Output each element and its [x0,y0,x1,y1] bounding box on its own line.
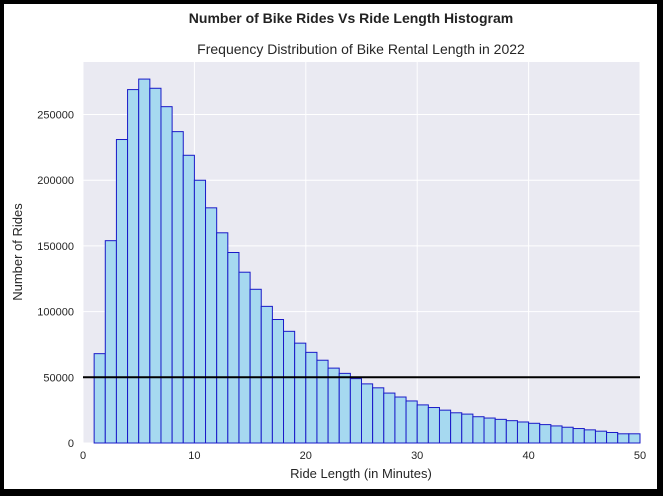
histogram-bar [372,387,385,444]
histogram-bar [271,319,285,444]
x-axis-label: Ride Length (in Minutes) [290,466,432,481]
histogram-bar [249,288,262,444]
histogram-bar [516,421,530,444]
histogram-bar [539,424,552,444]
y-axis-label: Number of Rides [10,203,25,301]
histogram-bar [115,139,129,444]
histogram-bar [349,378,362,444]
histogram-bar [416,404,429,444]
y-tick-label: 100000 [37,307,74,319]
x-tick-label: 50 [634,450,646,462]
histogram-bar [294,342,307,444]
histogram-bar [305,351,318,444]
histogram-chart: Number of Bike Rides Vs Ride Length Hist… [10,10,646,481]
histogram-bar [260,305,273,444]
x-tick-label: 40 [522,450,534,462]
histogram-bar [238,271,251,444]
y-tick-label: 0 [68,438,74,450]
histogram-bar [617,433,630,444]
histogram-bar [283,330,296,444]
histogram-bar [472,416,485,444]
histogram-bar [171,131,184,444]
y-tick-label: 150000 [37,241,74,253]
histogram-bar [93,353,106,444]
histogram-bar [205,207,218,444]
histogram-bar [216,232,229,444]
histogram-bar [182,154,195,444]
histogram-bar [383,392,396,444]
y-tick-label: 50000 [43,372,74,384]
x-tick-label: 20 [300,450,312,462]
x-tick-label: 0 [80,450,86,462]
histogram-bar [438,409,452,444]
figure: Number of Bike Rides Vs Ride Length Hist… [4,4,657,489]
histogram-bar [193,179,207,444]
histogram-bar [494,418,507,444]
histogram-bars [93,78,641,444]
histogram-bar [149,87,162,444]
chart-suptitle: Number of Bike Rides Vs Ride Length Hist… [189,10,513,26]
histogram-bar [227,252,240,444]
histogram-bar [606,431,619,444]
chart-title: Frequency Distribution of Bike Rental Le… [197,41,525,57]
histogram-bar [316,359,329,444]
y-tick-label: 250000 [37,110,74,122]
histogram-bar [594,430,608,444]
histogram-bar [394,396,407,444]
histogram-bar [160,106,173,444]
histogram-bar [327,367,340,444]
histogram-bar [338,372,351,444]
y-tick-label: 200000 [37,175,74,187]
x-tick-label: 30 [411,450,423,462]
histogram-bar [361,383,374,444]
histogram-bar [550,425,563,444]
histogram-bar [461,413,474,444]
histogram-bar [572,428,585,444]
y-axis-ticks: 0 50000 100000 150000 200000 250000 [37,110,74,450]
histogram-bar [528,422,541,444]
histogram-bar [628,433,641,444]
histogram-bar [450,412,463,444]
histogram-bar [405,400,418,444]
x-axis-ticks: 0 10 20 30 40 50 [80,450,646,462]
histogram-bar [505,420,518,444]
histogram-bar [583,429,596,444]
histogram-bar [104,240,117,444]
x-tick-label: 10 [188,450,200,462]
histogram-bar [138,78,151,444]
histogram-bar [561,426,574,444]
histogram-bar [483,417,496,444]
histogram-bar [127,89,140,444]
histogram-bar [427,407,440,444]
